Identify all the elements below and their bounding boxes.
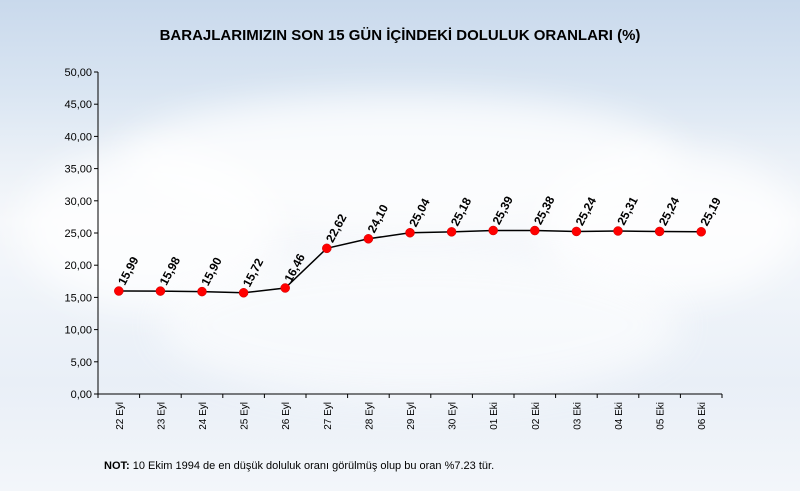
data-label: 15,98: [157, 254, 184, 287]
data-label: 15,72: [240, 256, 267, 289]
data-point: [654, 226, 665, 237]
data-label: 25,19: [697, 195, 724, 228]
x-tick-label: 22 Eyl: [115, 402, 126, 430]
data-point: [155, 286, 166, 296]
y-tick-label: 35,00: [64, 164, 92, 176]
y-tick-label: 20,00: [64, 260, 92, 272]
x-tick-label: 05 Eki: [656, 402, 667, 430]
y-tick-label: 45,00: [64, 99, 92, 111]
x-tick-label: 24 Eyl: [198, 402, 209, 430]
data-point: [446, 227, 457, 237]
y-tick-label: 0,00: [71, 389, 92, 401]
x-tick-label: 28 Eyl: [364, 402, 375, 430]
y-tick-label: 25,00: [64, 228, 92, 240]
data-label: 25,39: [489, 194, 516, 227]
x-tick-label: 06 Eki: [697, 402, 708, 430]
background-cloud: [160, 250, 680, 400]
x-tick-label: 02 Eki: [531, 402, 542, 430]
x-tick-label: 01 Eki: [489, 402, 500, 430]
chart-series: 15,99 15,98 15,90 15,72 16,46 22,62 24,10 25,04…: [114, 194, 724, 298]
y-tick-label: 15,00: [64, 292, 92, 304]
data-point: [530, 225, 540, 236]
data-label: 25,18: [448, 195, 475, 228]
data-point: [363, 234, 374, 244]
data-label: 22,62: [323, 211, 350, 244]
data-point: [405, 227, 415, 238]
y-tick-label: 30,00: [64, 196, 92, 208]
chart-ticks: 0,00 5,00 10,00 15,00 20,00 25,00 30,00 35,00 40…: [64, 67, 723, 430]
y-tick-label: 40,00: [64, 131, 92, 143]
footnote-text: 10 Ekim 1994 de en düşük doluluk oranı g…: [129, 460, 495, 472]
x-tick-label: 27 Eyl: [323, 402, 334, 430]
data-label: 15,99: [115, 254, 142, 287]
x-tick-label: 29 Eyl: [406, 402, 417, 430]
x-tick-label: 04 Eki: [614, 402, 625, 430]
data-label: 16,46: [281, 251, 308, 284]
x-tick-label: 25 Eyl: [240, 402, 251, 430]
data-label: 25,24: [656, 194, 683, 227]
y-tick-label: 10,00: [64, 325, 92, 337]
data-point: [322, 243, 332, 254]
data-point: [613, 226, 623, 236]
y-tick-label: 50,00: [64, 67, 92, 79]
footnote: NOT: 10 Ekim 1994 de en düşük doluluk or…: [104, 460, 494, 472]
data-point: [197, 286, 207, 297]
data-label: 25,04: [406, 196, 433, 229]
y-tick-label: 5,00: [71, 357, 92, 369]
data-point: [114, 286, 124, 296]
data-label: 25,38: [531, 194, 558, 227]
data-point: [280, 283, 290, 293]
data-label: 25,24: [573, 194, 600, 227]
data-label: 15,90: [198, 255, 225, 288]
data-label: 24,10: [365, 202, 392, 235]
x-tick-label: 23 Eyl: [156, 402, 167, 430]
x-tick-label: 26 Eyl: [281, 402, 292, 430]
chart-title: BARAJLARIMIZIN SON 15 GÜN İÇİNDEKİ DOLUL…: [159, 27, 641, 44]
data-point: [571, 226, 582, 237]
data-point: [488, 225, 498, 236]
data-point: [696, 227, 706, 237]
x-tick-label: 30 Eyl: [448, 402, 459, 430]
x-tick-label: 03 Eki: [572, 402, 583, 430]
footnote-label: NOT:: [104, 460, 130, 472]
data-point: [238, 288, 249, 298]
data-label: 25,31: [614, 194, 641, 227]
